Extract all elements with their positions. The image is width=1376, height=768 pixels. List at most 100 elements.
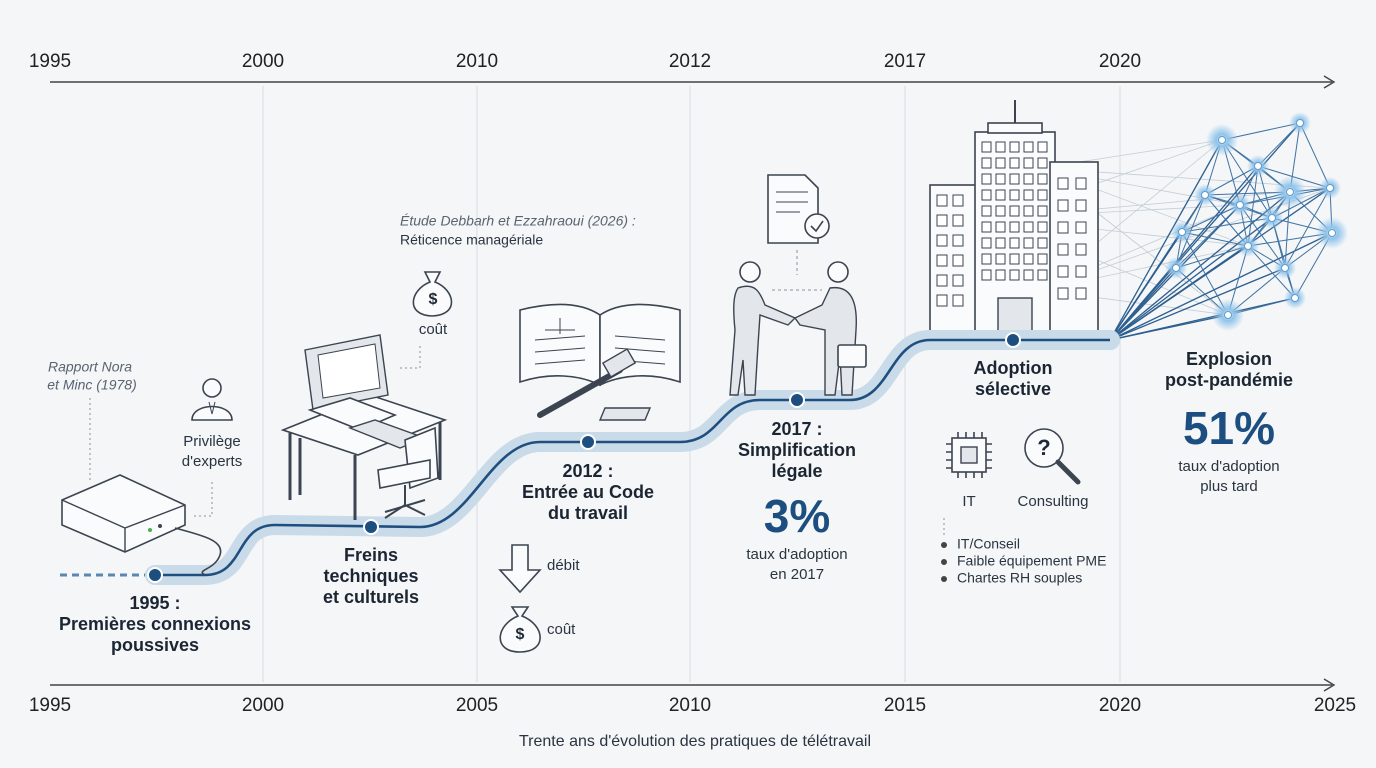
grid-lines <box>262 86 1121 682</box>
network-link <box>1204 194 1249 247</box>
contract-icon <box>776 191 808 213</box>
window <box>936 294 948 307</box>
window <box>1009 189 1020 201</box>
window <box>981 237 992 249</box>
magnifier-icon: ? <box>1037 435 1050 460</box>
building-icon <box>1049 161 1099 341</box>
bullet-dot <box>941 559 947 565</box>
computer-icon <box>288 422 442 520</box>
network-link <box>1109 297 1296 341</box>
window <box>952 274 964 287</box>
stage-title: techniques <box>323 566 418 586</box>
network-link <box>1109 165 1259 341</box>
window <box>1023 269 1034 281</box>
building-icon <box>929 100 1099 341</box>
window <box>1057 199 1069 212</box>
magnifier-icon: ? <box>1024 428 1081 485</box>
network-node <box>1218 136 1226 144</box>
stat-label: taux d'adoption <box>746 546 847 563</box>
window <box>1009 141 1020 153</box>
bullet-dot <box>941 542 947 548</box>
caption: Trente ans d'évolution des pratiques de … <box>519 733 871 750</box>
stage-title: Adoption <box>974 358 1053 378</box>
window <box>1037 141 1048 153</box>
top-axis <box>50 75 1336 89</box>
network-node <box>1326 184 1334 192</box>
window <box>995 157 1006 169</box>
window <box>981 189 992 201</box>
bullet-text: IT/Conseil <box>957 536 1020 552</box>
window <box>936 234 948 247</box>
stage-title: Entrée au Code <box>522 482 654 502</box>
bottom-axis-label: 2005 <box>456 695 498 716</box>
stage-title: Simplification <box>738 440 856 460</box>
stat-value: 3% <box>764 490 830 542</box>
stage-title: Premières connexions <box>59 614 251 634</box>
bottom-axis-label: 2000 <box>242 695 284 716</box>
note-text: débit <box>547 557 580 574</box>
stage-title: sélective <box>975 379 1051 399</box>
stage-title: 2012 : <box>562 461 613 481</box>
window <box>1009 173 1020 185</box>
money-bag-icon <box>499 606 541 653</box>
handshake-icon <box>729 285 797 396</box>
window <box>981 253 992 265</box>
window <box>1037 189 1048 201</box>
computer-icon <box>280 334 448 520</box>
window <box>995 189 1006 201</box>
down-arrow-icon <box>498 544 542 594</box>
note-text: d'experts <box>182 453 242 470</box>
network-link <box>1284 187 1331 269</box>
computer-icon <box>317 343 381 399</box>
note-text: coût <box>547 621 576 638</box>
window <box>1037 237 1048 249</box>
icon-label: Consulting <box>1018 493 1089 510</box>
window <box>1037 205 1048 217</box>
window <box>1037 221 1048 233</box>
window <box>1057 177 1069 190</box>
window <box>1057 221 1069 234</box>
window <box>936 214 948 227</box>
person-icon <box>202 378 222 398</box>
timeline-curve <box>363 519 379 535</box>
window <box>1009 253 1020 265</box>
window <box>936 254 948 267</box>
network-node <box>1296 119 1304 127</box>
law-book-icon <box>598 407 652 421</box>
top-axis <box>1323 75 1336 89</box>
window <box>1023 205 1034 217</box>
handshake-icon <box>793 286 857 396</box>
contract-icon <box>810 220 824 233</box>
magnifier-icon <box>1055 459 1081 485</box>
window <box>1023 157 1034 169</box>
window <box>1037 269 1048 281</box>
top-axis-label: 1995 <box>29 51 71 72</box>
stage-title: Explosion <box>1186 349 1272 369</box>
money-bag-icon: $ <box>429 291 438 308</box>
network-link <box>1109 267 1177 341</box>
handshake-icon <box>729 261 867 396</box>
top-axis-label: 2012 <box>669 51 711 72</box>
stage-title: post-pandémie <box>1165 370 1293 390</box>
bottom-axis-label: 1995 <box>29 695 71 716</box>
law-book-icon <box>534 335 666 365</box>
network-link <box>1109 191 1291 341</box>
window <box>952 254 964 267</box>
window <box>981 221 992 233</box>
law-book-icon <box>545 318 575 334</box>
stage-title: poussives <box>111 635 199 655</box>
window <box>1075 177 1087 190</box>
window <box>995 173 1006 185</box>
window <box>1009 237 1020 249</box>
network-link <box>1109 194 1206 341</box>
window <box>981 269 992 281</box>
window <box>1023 141 1034 153</box>
router-icon <box>158 524 162 528</box>
window <box>1023 221 1034 233</box>
window <box>952 214 964 227</box>
timeline-curve <box>1005 332 1021 348</box>
bottom-axis-label: 2010 <box>669 695 711 716</box>
law-book-icon <box>601 348 637 378</box>
